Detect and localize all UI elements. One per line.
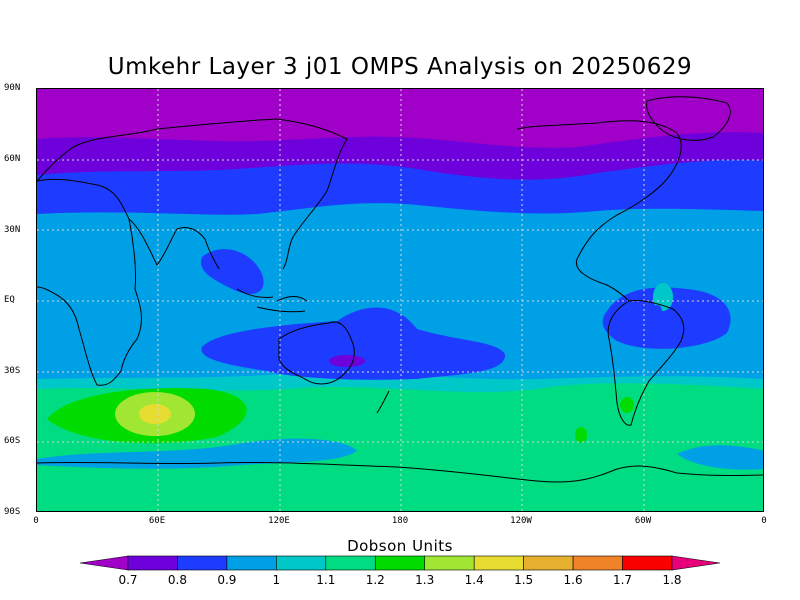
- lat-label-eq: EQ: [4, 295, 15, 305]
- patch-southern-1-0: [37, 438, 357, 469]
- lon-label-60e: 60E: [148, 516, 166, 526]
- lat-label-60n: 60N: [4, 154, 21, 164]
- colorbar-swatch: [177, 555, 228, 571]
- colorbar-min-arrow: [79, 555, 129, 571]
- colorbar-tick-label: 1.8: [662, 573, 682, 587]
- colorbar-swatch: [226, 555, 277, 571]
- band-0-7: [37, 89, 763, 148]
- colorbar-tick-label: 1: [272, 573, 281, 587]
- ozone-map: [36, 88, 764, 512]
- lon-label-120w: 120W: [510, 516, 532, 526]
- coast-australia: [278, 321, 355, 385]
- coast-africa: [37, 178, 142, 386]
- lat-label-30s: 30S: [4, 366, 21, 376]
- map-title: Umkehr Layer 3 j01 OMPS Analysis on 2025…: [107, 54, 693, 80]
- coast-india: [128, 218, 220, 270]
- colorbar-tick-label: 1.6: [563, 573, 583, 587]
- lat-label-90s: 90S: [4, 507, 21, 517]
- lat-label-90n: 90N: [4, 83, 21, 93]
- colorbar-tick-label: 0.7: [118, 573, 138, 587]
- patch-south-america: [602, 287, 731, 349]
- coast-south-america: [607, 300, 685, 426]
- lon-label-0-west: 0: [33, 516, 39, 526]
- lat-label-60s: 60S: [4, 436, 21, 446]
- colorbar-swatch: [424, 555, 475, 571]
- lon-label-120e: 120E: [268, 516, 290, 526]
- colorbar-swatch: [572, 555, 623, 571]
- lon-label-60w: 60W: [634, 516, 652, 526]
- coast-antarctica: [37, 461, 763, 483]
- colorbar-tick-label: 1.3: [415, 573, 435, 587]
- colorbar-swatch: [523, 555, 574, 571]
- colorbar: [79, 555, 721, 571]
- patch-se-asia: [201, 249, 264, 294]
- colorbar-max-arrow: [671, 555, 721, 571]
- coast-new-zealand: [376, 390, 390, 414]
- colorbar-tick-label: 1.7: [612, 573, 633, 587]
- coast-greenland: [646, 96, 731, 141]
- lat-label-30n: 30N: [4, 225, 21, 235]
- colorbar-tick-label: 0.9: [217, 573, 237, 587]
- colorbar-tick-label: 1.1: [316, 573, 336, 587]
- colorbar-swatch: [374, 555, 426, 571]
- colorbar-tick-label: 1.4: [464, 573, 484, 587]
- colorbar-tick-label: 1.5: [514, 573, 534, 587]
- lon-label-180: 180: [391, 516, 409, 526]
- coastlines: [37, 96, 763, 483]
- patch-low-ozone: [329, 355, 365, 367]
- coast-north-america: [516, 120, 682, 302]
- colorbar-tick-label: 1.2: [365, 573, 385, 587]
- colorbar-swatch: [276, 555, 327, 571]
- coast-eurasia: [37, 118, 348, 270]
- lon-label-0-east: 0: [761, 516, 767, 526]
- coast-indonesia: [236, 288, 308, 313]
- map-svg: [37, 89, 763, 511]
- colorbar-swatch: [622, 555, 673, 571]
- colorbar-swatch: [473, 555, 524, 571]
- colorbar-tick-label: 0.8: [167, 573, 187, 587]
- colorbar-swatch: [127, 555, 178, 571]
- colorbar-title: Dobson Units: [347, 537, 453, 555]
- colorbar-swatch: [325, 555, 376, 571]
